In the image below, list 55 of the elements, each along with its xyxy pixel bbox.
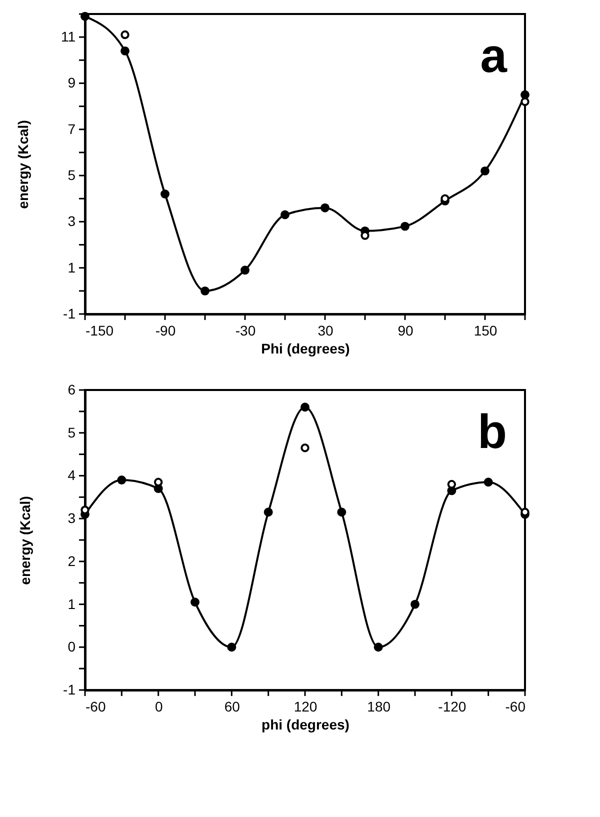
y-axis-title: energy (Kcal) xyxy=(14,120,31,209)
point xyxy=(154,478,163,486)
point xyxy=(160,190,170,198)
point xyxy=(520,97,530,106)
point xyxy=(117,476,126,484)
point xyxy=(337,508,346,517)
y-tick-label: 7 xyxy=(68,120,76,137)
x-tick-label: -60 xyxy=(86,698,106,714)
y-tick-label: 6 xyxy=(68,382,76,398)
x-tick-label: -120 xyxy=(438,698,466,714)
x-tick-label: 150 xyxy=(474,322,498,338)
x-tick-label: -60 xyxy=(505,698,526,714)
y-tick-label: 1 xyxy=(68,259,76,276)
point xyxy=(480,166,490,176)
y-tick-label: -1 xyxy=(63,682,76,698)
y-tick-label: 0 xyxy=(68,638,76,655)
y-tick-label: 2 xyxy=(68,552,76,569)
point xyxy=(400,222,410,231)
point xyxy=(120,46,130,56)
point xyxy=(410,600,420,609)
annotation: b xyxy=(478,406,507,459)
point xyxy=(374,642,383,652)
y-tick-label: 9 xyxy=(68,74,76,91)
point xyxy=(484,478,493,487)
y-tick-label: 11 xyxy=(60,28,76,45)
x-tick-label: 120 xyxy=(294,698,318,714)
point xyxy=(200,286,210,296)
x-tick-label: -30 xyxy=(235,322,256,338)
point xyxy=(264,508,273,517)
y-tick-label: 4 xyxy=(68,467,76,484)
x-axis-title: Phi (degrees) xyxy=(261,340,350,356)
y-tick-label: 3 xyxy=(68,213,76,230)
x-tick-label: 90 xyxy=(398,322,414,338)
x-axis-title: phi (degrees) xyxy=(262,716,350,732)
y-axis-title: energy (Kcal) xyxy=(17,496,34,585)
y-tick-label: 5 xyxy=(68,424,76,440)
point xyxy=(300,444,310,452)
x-tick-label: 30 xyxy=(318,322,334,338)
x-tick-label: -90 xyxy=(155,322,176,338)
x-tick-label: 180 xyxy=(367,698,391,714)
y-tick-label: -1 xyxy=(63,306,76,322)
y-tick-label: 3 xyxy=(68,510,76,526)
point xyxy=(240,266,250,275)
point xyxy=(280,210,290,220)
annotation: a xyxy=(480,30,508,83)
point xyxy=(320,203,330,212)
x-tick-label: 0 xyxy=(154,698,163,714)
point xyxy=(120,30,130,40)
y-tick-label: 5 xyxy=(68,167,76,184)
y-tick-label: 1 xyxy=(68,596,76,612)
x-tick-label: 60 xyxy=(224,698,240,714)
point xyxy=(300,402,310,412)
point xyxy=(227,642,236,652)
x-tick-label: -150 xyxy=(86,322,114,338)
point xyxy=(190,598,200,607)
